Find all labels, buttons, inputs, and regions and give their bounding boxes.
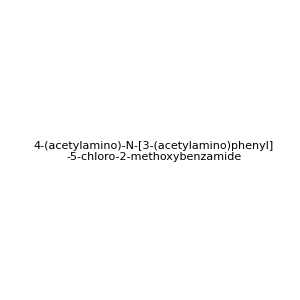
Text: 4-(acetylamino)-N-[3-(acetylamino)phenyl]
-5-chloro-2-methoxybenzamide: 4-(acetylamino)-N-[3-(acetylamino)phenyl… — [34, 141, 274, 162]
